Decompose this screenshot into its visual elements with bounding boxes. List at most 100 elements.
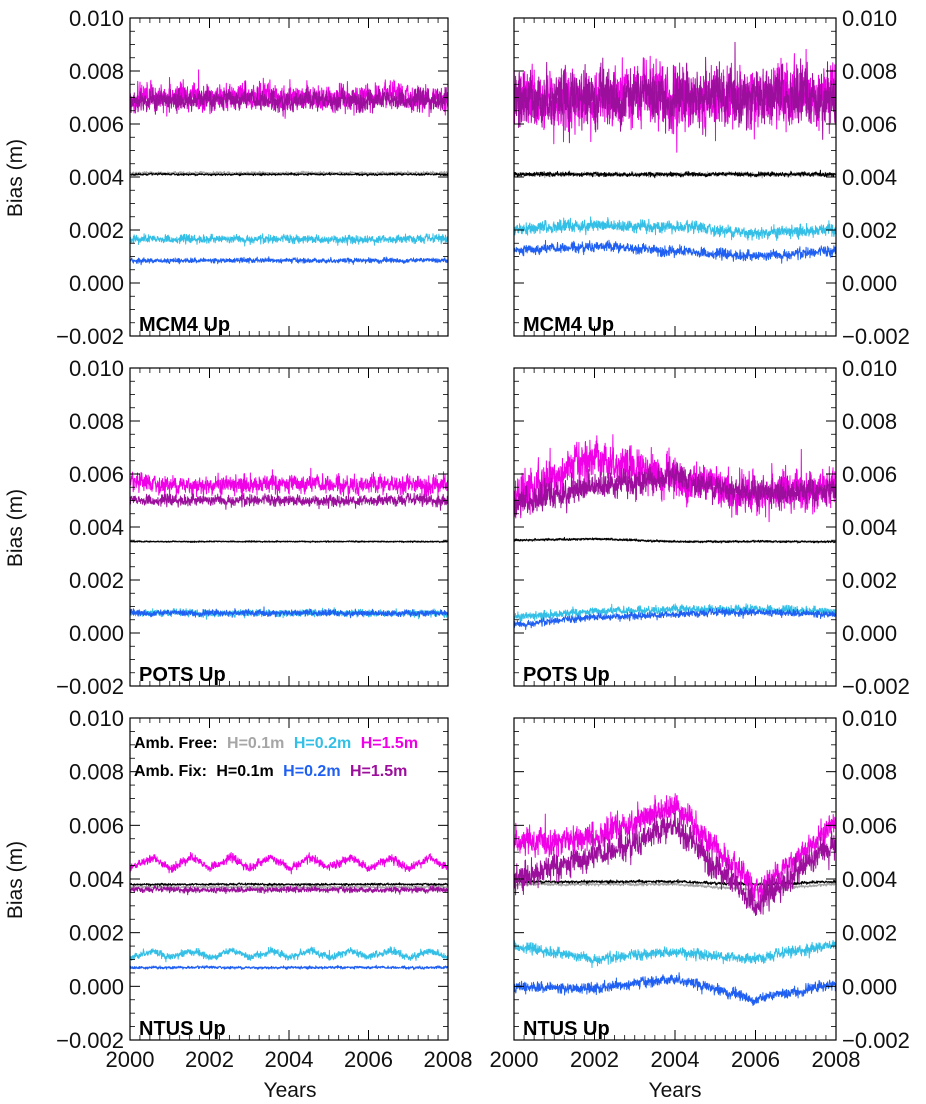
y-tick-label: 0.004 <box>842 515 897 540</box>
x-tick-label: 2002 <box>570 1047 619 1072</box>
y-tick-label: 0.008 <box>842 760 897 785</box>
y-tick-label: 0.002 <box>69 218 124 243</box>
y-tick-label: 0.000 <box>842 974 897 999</box>
y-tick-label: 0.008 <box>69 409 124 434</box>
x-tick-label: 2004 <box>265 1047 314 1072</box>
y-tick-label: −0.002 <box>56 674 124 699</box>
panel-mcm4-up-left: −0.002 0.000 0.002 0.004 0.006 0.008 0.010 MCM4… <box>56 6 449 349</box>
y-tick-label: 0.000 <box>69 271 124 296</box>
panel-label: MCM4 Up <box>139 314 230 336</box>
y-tick-label: −0.002 <box>56 324 124 349</box>
series-line-amb-free-h-1-5m <box>130 852 448 875</box>
y-tick-label: 0.000 <box>842 621 897 646</box>
panel-label: POTS Up <box>523 664 610 686</box>
y-tick-label: 0.006 <box>69 813 124 838</box>
series-line-amb-fix-h-1-5m <box>514 41 836 144</box>
y-tick-label: 0.004 <box>842 867 897 892</box>
x-axis-title-left: Years <box>264 1079 317 1102</box>
series-line-amb-free-h-0-2m <box>514 939 836 969</box>
panel-label: POTS Up <box>139 664 226 686</box>
y-tick-label: −0.002 <box>842 1028 910 1053</box>
y-axis-title-row-1: Bias (m) <box>4 139 27 217</box>
y-tick-label: 0.006 <box>69 112 124 137</box>
y-tick-label: 0.008 <box>842 59 897 84</box>
panel-pots-up-left: −0.002 0.000 0.002 0.004 0.006 0.008 0.010 POTS… <box>56 356 449 699</box>
y-tick-label: 0.002 <box>842 218 897 243</box>
y-tick-label: 0.006 <box>842 112 897 137</box>
y-axis-title-row-2: Bias (m) <box>4 489 27 567</box>
y-tick-label: 0.000 <box>842 271 897 296</box>
series-line-amb-fix-h-0-2m <box>130 964 448 971</box>
y-tick-label: 0.004 <box>69 165 124 190</box>
y-tick-label: 0.010 <box>842 706 897 731</box>
series-line-amb-fix-h-1-5m <box>514 812 836 916</box>
y-tick-label: −0.002 <box>56 1028 124 1053</box>
series-group-ntus-up-left <box>130 852 448 971</box>
series-group-ntus-up-right <box>514 793 836 1006</box>
legend-free-h02: H=0.2m <box>294 735 351 752</box>
y-tick-label: 0.008 <box>842 409 897 434</box>
legend-fix-label: Amb. Fix: <box>134 763 207 780</box>
legend-free-h15: H=1.5m <box>361 735 418 752</box>
y-tick-label: 0.002 <box>842 921 897 946</box>
panel-mcm4-up-right: −0.002 0.000 0.002 0.004 0.006 0.008 0.010 MCM4… <box>513 6 910 349</box>
series-line-amb-fix-h-1-5m <box>514 461 836 518</box>
series-line-amb-fix-h-1-5m <box>130 82 448 117</box>
y-tick-label: 0.000 <box>69 974 124 999</box>
y-tick-label: 0.000 <box>69 621 124 646</box>
x-tick-label: 2008 <box>424 1047 473 1072</box>
y-tick-label: 0.004 <box>69 867 124 892</box>
x-tick-label: 2006 <box>344 1047 393 1072</box>
y-tick-label: 0.008 <box>69 760 124 785</box>
series-line-amb-fix-h-0-2m <box>514 239 836 264</box>
series-line-amb-free-h-0-2m <box>514 216 836 241</box>
series-line-amb-fix-h-0-2m <box>130 256 448 266</box>
panel-label: NTUS Up <box>523 1018 610 1040</box>
panel-label: NTUS Up <box>139 1018 226 1040</box>
panel-label: MCM4 Up <box>523 314 614 336</box>
y-tick-label: 0.010 <box>842 6 897 31</box>
y-tick-label: 0.010 <box>69 356 124 381</box>
series-line-amb-fix-h-0-2m <box>130 606 448 619</box>
y-tick-label: 0.004 <box>69 515 124 540</box>
series-line-amb-fix-h-1-5m <box>130 492 448 511</box>
y-axis-title-row-3: Bias (m) <box>4 841 27 919</box>
series-line-amb-free-h-1-5m <box>130 467 448 501</box>
y-tick-label: 0.006 <box>842 813 897 838</box>
x-tick-label: 2006 <box>731 1047 780 1072</box>
series-line-amb-fix-h-0-1m <box>130 882 448 887</box>
x-tick-label: 2004 <box>651 1047 700 1072</box>
y-tick-label: 0.010 <box>69 6 124 31</box>
y-tick-label: 0.010 <box>842 356 897 381</box>
y-tick-label: −0.002 <box>842 324 910 349</box>
series-line-amb-free-h-1-5m <box>514 793 836 904</box>
legend-free-label: Amb. Free: <box>134 735 218 752</box>
panel-ntus-up-right: −0.002 0.000 0.002 0.004 0.006 0.008 0.010 2000… <box>490 706 910 1072</box>
y-tick-label: 0.006 <box>69 462 124 487</box>
series-line-amb-fix-h-0-1m <box>130 540 448 544</box>
y-tick-label: 0.006 <box>842 462 897 487</box>
legend: Amb. Free: H=0.1m H=0.2m H=1.5m Amb. Fix… <box>134 735 418 780</box>
plot-frame <box>129 367 449 687</box>
x-tick-label: 2000 <box>490 1047 539 1072</box>
series-group-pots-up-left <box>130 467 448 620</box>
series-group-pots-up-right <box>514 434 836 630</box>
x-axis-title-right: Years <box>649 1079 702 1102</box>
series-line-amb-fix-h-0-1m <box>130 172 448 177</box>
series-line-amb-free-h-0-2m <box>130 946 448 963</box>
y-tick-label: 0.008 <box>69 59 124 84</box>
y-tick-label: 0.004 <box>842 165 897 190</box>
series-line-amb-fix-h-0-1m <box>514 536 836 544</box>
svg-text:Amb. Fix: H=0.1m H: Amb. Fix: H=0.1m H=0.2m H=1.5m <box>134 763 407 780</box>
series-line-amb-free-h-1-5m <box>514 434 836 523</box>
series-group-mcm4-up-left <box>130 69 448 266</box>
panel-pots-up-right: −0.002 0.000 0.002 0.004 0.006 0.008 0.010 POTS… <box>513 356 910 699</box>
y-tick-label: 0.002 <box>69 568 124 593</box>
legend-fix-h02: H=0.2m <box>283 763 340 780</box>
series-line-amb-fix-h-0-1m <box>514 169 836 179</box>
series-line-amb-free-h-0-2m <box>130 233 448 247</box>
panel-ntus-up-left: −0.002 0.000 0.002 0.004 0.006 0.008 0.010 2000… <box>56 706 472 1072</box>
svg-text:Amb. Free: H=0.1m: Amb. Free: H=0.1m H=0.2m H=1.5m <box>134 735 418 752</box>
legend-fix-h15: H=1.5m <box>350 763 407 780</box>
